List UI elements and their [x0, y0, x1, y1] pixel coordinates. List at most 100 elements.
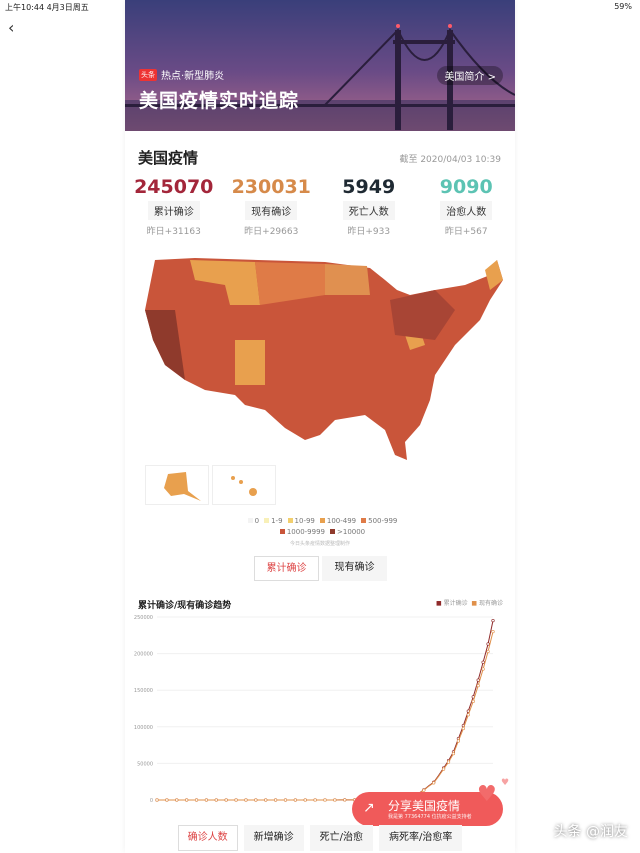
data-point [194, 798, 199, 802]
toggle-current[interactable]: 现有确诊 [322, 556, 387, 581]
data-point [323, 798, 327, 802]
data-point [214, 798, 218, 802]
stat-label: 死亡人数 [342, 201, 395, 220]
share-button[interactable]: ↗ 分享美国疫情 我是第 77364774 位抗疫公益支持者 [352, 792, 503, 826]
banner-tag: 热点·新型肺炎 [161, 71, 225, 82]
stat-delta: 昨日+933 [347, 227, 391, 237]
status-time: 上午10:44 4月3日周五 [5, 3, 89, 12]
banner-tagline: 头条 热点·新型肺炎 [139, 67, 224, 82]
data-point [293, 798, 297, 802]
data-point [476, 684, 480, 688]
map-state-region [485, 260, 503, 290]
data-point [481, 667, 485, 671]
legend-item: 100-499 [326, 517, 357, 525]
stats-row: 245070 累计确诊 昨日+31163 230031 现有确诊 昨日+29663 59… [125, 176, 515, 237]
chart-title: 累计确诊/现有确诊趋势 [138, 601, 232, 611]
stat-value: 230031 [231, 176, 311, 198]
banner: 头条 热点·新型肺炎 美国疫情实时追踪 美国简介 > [125, 0, 515, 131]
chart-legend: ■ 累计确诊 ■ 现有确诊 [435, 600, 503, 607]
stat-value: 5949 [342, 176, 396, 198]
data-point [422, 788, 426, 792]
stat-cumulative: 245070 累计确诊 昨日+31163 [125, 176, 223, 237]
tab-deaths-recovered[interactable]: 死亡/治愈 [309, 825, 373, 851]
alaska-inset[interactable] [145, 465, 209, 505]
data-point [432, 781, 436, 785]
share-icon: ↗ [363, 800, 375, 816]
stat-delta: 昨日+567 [444, 227, 488, 237]
map-legend: 0 1-9 10-99 100-499 500-999 1000-9999 >10000 [125, 516, 515, 538]
y-tick-label: 50000 [137, 761, 153, 767]
data-point [244, 798, 248, 802]
data-point [175, 798, 179, 802]
us-intro-button[interactable]: 美国简介 > [437, 66, 503, 85]
data-point [486, 649, 490, 654]
stat-label: 治愈人数 [440, 201, 493, 220]
stat-label[interactable]: 现有确诊 [245, 201, 298, 220]
legend-cumulative: 累计确诊 [443, 600, 468, 607]
share-subtitle: 我是第 77364774 位抗疫公益支持者 [388, 814, 472, 820]
map-state-region [325, 264, 370, 295]
tab-new-confirmed[interactable]: 新增确诊 [243, 825, 304, 851]
banner-title: 美国疫情实时追踪 [139, 90, 300, 112]
trend-chart[interactable]: 0 50000 100000 150000 200000 250000 [125, 608, 515, 818]
toggle-cumulative[interactable]: 累计确诊 [254, 556, 319, 581]
stat-delta: 昨日+31163 [146, 227, 201, 237]
section-title: 美国疫情 [138, 149, 199, 167]
legend-item: 10-99 [294, 517, 315, 525]
stat-delta: 昨日+29663 [244, 227, 299, 237]
data-point [165, 798, 169, 802]
data-point [234, 798, 238, 802]
data-point [441, 767, 446, 771]
legend-item: 1000-9999 [286, 528, 325, 536]
data-point [303, 798, 307, 802]
data-point [491, 630, 495, 634]
bridge-image [125, 24, 515, 131]
y-tick-label: 0 [150, 798, 153, 804]
data-point [254, 798, 258, 802]
data-point [264, 798, 268, 802]
data-point [204, 798, 209, 802]
data-point [343, 798, 347, 802]
series-line [157, 631, 494, 801]
legend-current: 现有确诊 [478, 600, 503, 607]
y-tick-label: 200000 [134, 652, 153, 658]
data-point [313, 798, 317, 802]
map-state-region [235, 340, 265, 385]
watermark: 头条 @润友 [553, 824, 628, 840]
stat-label: 累计确诊 [147, 201, 200, 220]
chart-tabs: 确诊人数 新增确诊 死亡/治愈 病死率/治愈率 [125, 825, 515, 851]
y-tick-label: 250000 [134, 615, 153, 621]
legend-item: >10000 [337, 528, 366, 536]
legend-item: 0 [254, 517, 260, 525]
battery-level: 59% [614, 2, 632, 11]
data-point [491, 619, 495, 623]
tab-confirmed[interactable]: 确诊人数 [177, 825, 238, 851]
data-point [471, 699, 475, 703]
data-point [456, 739, 461, 743]
data-point [185, 798, 189, 802]
us-map[interactable] [135, 250, 505, 465]
map-state-region [145, 310, 185, 380]
status-bar: 上午10:44 4月3日周五 59% [0, 0, 640, 14]
map-source: 今日头条疫情数据整理制作 [289, 541, 350, 547]
heart-icon[interactable]: ♥ [477, 782, 497, 807]
data-point [273, 798, 278, 802]
map-state-region [255, 262, 325, 305]
y-tick-label: 100000 [134, 725, 153, 731]
heart-icon: ♥ [501, 778, 510, 788]
toutiao-badge: 头条 [139, 68, 157, 81]
series-line [157, 620, 494, 801]
data-point [481, 660, 485, 664]
y-tick-label: 150000 [134, 688, 153, 694]
data-point [224, 798, 228, 802]
data-point [486, 642, 490, 646]
map-state-region [190, 260, 260, 305]
stat-current: 230031 现有确诊昨日+29663 [223, 176, 321, 237]
stat-deaths: 5949 死亡人数昨日+933 [320, 176, 418, 237]
tab-rates[interactable]: 病死率/治愈率 [379, 825, 463, 851]
data-point [446, 760, 451, 764]
stat-value: 9090 [439, 176, 493, 198]
back-chevron-icon[interactable]: ‹ [8, 18, 15, 37]
hawaii-inset[interactable] [212, 465, 276, 505]
map-state-region [390, 290, 455, 340]
